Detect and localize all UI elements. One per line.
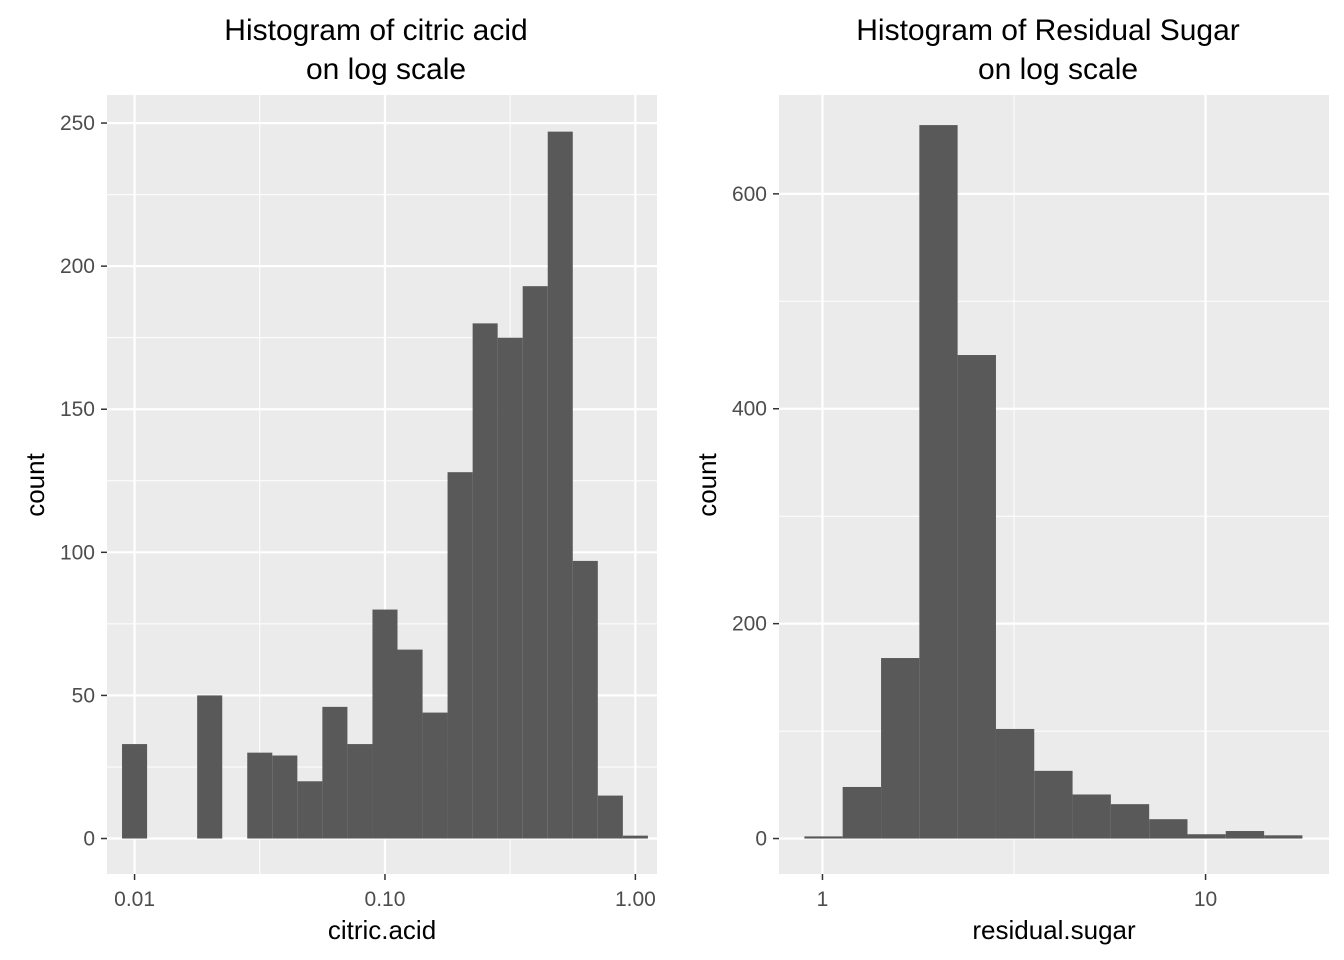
citric-acid-histogram: Histogram of citric acid on log scale 0 5…: [20, 14, 657, 945]
histogram-bar: [597, 795, 623, 839]
histogram-bar: [1034, 770, 1073, 839]
histogram-bar: [1110, 804, 1150, 839]
histogram-bar: [522, 286, 548, 839]
plot-panel-background: [779, 95, 1329, 874]
histogram-bar: [1187, 834, 1226, 839]
histogram-bars: [804, 125, 1303, 839]
chart-subtitle: on log scale: [306, 53, 466, 86]
x-axis-title: citric.acid: [328, 915, 436, 945]
x-axis-ticks: 0.01 0.10 1.00: [114, 874, 656, 911]
y-tick-label: 400: [732, 398, 767, 421]
histogram-bar: [247, 752, 273, 839]
histogram-bar: [322, 706, 348, 839]
chart-title: Histogram of citric acid: [224, 14, 527, 47]
x-tick-label: 10: [1194, 888, 1217, 911]
histogram-bar: [572, 560, 598, 839]
y-tick-label: 0: [83, 828, 95, 851]
histogram-bar: [995, 728, 1035, 839]
histogram-bar: [1072, 794, 1111, 839]
histogram-bar: [881, 658, 920, 839]
histogram-bars: [122, 131, 648, 839]
histogram-bar: [497, 337, 523, 839]
y-tick-label: 0: [755, 828, 767, 851]
y-axis-ticks: 0 200 400 600: [732, 183, 779, 851]
histogram-bar: [957, 355, 996, 839]
y-tick-label: 600: [732, 183, 767, 206]
histogram-bar: [842, 786, 882, 839]
y-axis-ticks: 0 50 100 150 200 250: [60, 112, 107, 851]
histogram-bar: [472, 323, 498, 839]
histogram-bar: [372, 609, 398, 839]
histogram-bar: [1225, 831, 1265, 839]
chart-title: Histogram of Residual Sugar: [856, 14, 1240, 47]
histogram-bar: [347, 744, 373, 839]
histogram-bar: [547, 131, 573, 839]
chart-subtitle: on log scale: [978, 53, 1138, 86]
histogram-bar: [1149, 819, 1188, 839]
x-axis-ticks: 1 10: [817, 874, 1217, 911]
histogram-bar: [1264, 835, 1303, 839]
x-tick-label: 1: [817, 888, 829, 911]
y-tick-label: 100: [60, 541, 95, 564]
y-tick-label: 200: [732, 613, 767, 636]
y-tick-label: 150: [60, 398, 95, 421]
y-axis-title: count: [692, 452, 722, 516]
x-axis-title: residual.sugar: [972, 915, 1136, 945]
x-tick-label: 1.00: [615, 888, 656, 911]
histogram-bar: [297, 781, 323, 839]
histogram-bar: [804, 836, 843, 839]
y-tick-label: 50: [72, 684, 95, 707]
histogram-bar: [447, 472, 473, 839]
y-axis-title: count: [20, 452, 50, 516]
histogram-bar: [397, 649, 423, 839]
y-tick-label: 200: [60, 255, 95, 278]
x-tick-label: 0.01: [114, 888, 155, 911]
x-tick-label: 0.10: [365, 888, 406, 911]
histogram-bar: [122, 744, 148, 839]
histogram-bar: [622, 835, 648, 839]
histogram-bar: [919, 125, 958, 839]
residual-sugar-histogram: Histogram of Residual Sugar on log scale…: [692, 14, 1329, 945]
histogram-bar: [197, 695, 223, 839]
y-tick-label: 250: [60, 112, 95, 135]
histogram-bar: [422, 712, 448, 839]
histogram-bar: [272, 755, 298, 839]
